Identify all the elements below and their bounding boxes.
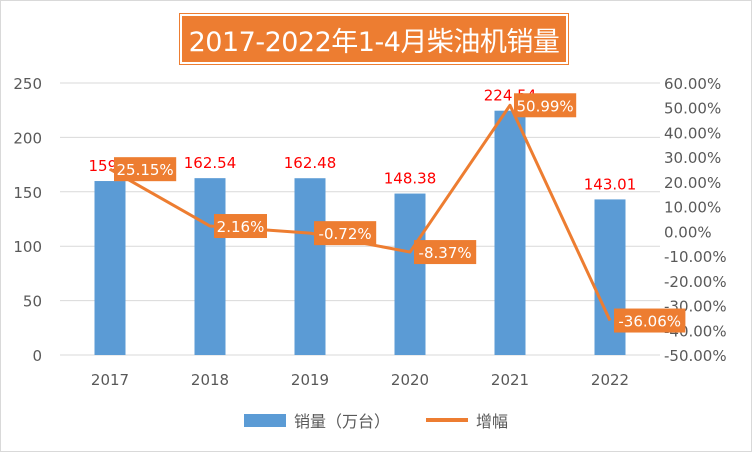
y-right-tick-label: -20.00%: [664, 273, 727, 291]
legend-swatch-line: [426, 418, 468, 422]
line-label-box: [414, 240, 477, 265]
line-data-label: 2.16%: [217, 218, 265, 236]
bar: [394, 193, 426, 355]
y-left-tick-label: 200: [13, 129, 42, 147]
y-right-tick-label: 10.00%: [664, 199, 721, 217]
legend-label-sales: 销量（万台）: [293, 412, 390, 431]
x-tick-label: 2022: [591, 371, 629, 389]
legend-label-growth: 增幅: [476, 412, 509, 431]
bar-data-label: 148.38: [384, 170, 437, 188]
line-label-box: [514, 93, 577, 118]
y-left-tick-label: 150: [13, 184, 42, 202]
y-right-tick-label: 40.00%: [664, 124, 721, 142]
y-left-tick-label: 100: [13, 238, 42, 256]
chart-title-box: 2017-2022年1-4月柴油机销量: [180, 14, 568, 64]
x-tick-label: 2021: [491, 371, 529, 389]
bar-data-label: 162.48: [284, 154, 337, 172]
bar: [194, 178, 226, 355]
bar: [94, 181, 126, 355]
line-label-box: [214, 214, 267, 239]
y-right-tick-label: -10.00%: [664, 248, 727, 266]
chart-legend: 销量（万台） 增幅: [0, 408, 752, 432]
chart-title: 2017-2022年1-4月柴油机销量: [188, 26, 560, 58]
bar-data-label: 162.54: [184, 154, 237, 172]
legend-item-growth: 增幅: [426, 408, 508, 432]
bar-data-label: 143.01: [584, 175, 637, 193]
y-right-tick-label: 0.00%: [664, 223, 712, 241]
bar: [294, 178, 326, 355]
x-tick-label: 2018: [191, 371, 229, 389]
y-right-tick-label: 50.00%: [664, 100, 721, 118]
legend-swatch-bar: [243, 413, 286, 427]
y-right-tick-label: 20.00%: [664, 174, 721, 192]
line-data-label: 50.99%: [516, 97, 573, 115]
line-data-label: -36.06%: [618, 313, 681, 331]
legend-item-sales: 销量（万台）: [243, 408, 390, 432]
bar: [494, 110, 526, 356]
line-data-label: -0.72%: [319, 225, 372, 243]
line-label-box: [114, 157, 177, 182]
y-right-tick-label: 30.00%: [664, 149, 721, 167]
x-tick-label: 2020: [391, 371, 429, 389]
y-left-tick-label: 250: [13, 75, 42, 93]
x-tick-label: 2019: [291, 371, 329, 389]
line-data-label: -8.37%: [419, 244, 472, 262]
y-left-tick-label: 0: [32, 347, 42, 365]
line-data-label: 25.15%: [116, 161, 173, 179]
y-right-tick-label: 60.00%: [664, 75, 721, 93]
y-right-tick-label: -50.00%: [664, 347, 727, 365]
line-label-box: [314, 221, 377, 246]
y-left-tick-label: 50: [23, 293, 42, 311]
x-tick-label: 2017: [91, 371, 129, 389]
line-label-box: [614, 308, 686, 333]
